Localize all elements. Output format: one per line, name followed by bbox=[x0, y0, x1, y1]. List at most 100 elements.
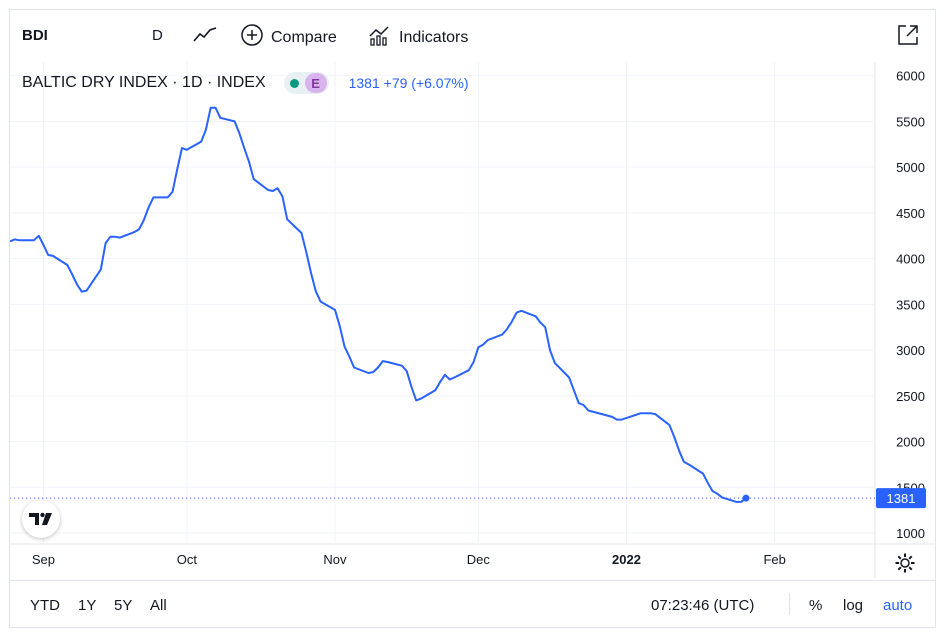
data-point bbox=[578, 402, 580, 404]
data-point bbox=[214, 107, 216, 109]
data-point bbox=[401, 365, 403, 367]
x-tick-label: Nov bbox=[323, 552, 347, 567]
interval-button[interactable]: D bbox=[152, 27, 163, 44]
data-point bbox=[147, 206, 149, 208]
compare-button[interactable]: Compare bbox=[240, 23, 337, 52]
data-point bbox=[14, 238, 16, 240]
data-point bbox=[382, 360, 384, 362]
series-title: BALTIC DRY INDEX · 1D · INDEX bbox=[22, 74, 266, 91]
last-price-label: 1381 bbox=[887, 491, 916, 506]
data-point bbox=[535, 315, 537, 317]
data-point bbox=[506, 328, 508, 330]
data-point bbox=[167, 196, 169, 198]
earnings-badge: E bbox=[304, 73, 327, 93]
data-point bbox=[248, 161, 250, 163]
data-point bbox=[114, 236, 116, 238]
data-point bbox=[449, 378, 451, 380]
clock-timezone[interactable]: 07:23:46 (UTC) bbox=[651, 597, 755, 614]
y-tick-label: 3500 bbox=[896, 297, 925, 312]
data-point bbox=[582, 404, 584, 406]
data-point bbox=[315, 290, 317, 292]
auto-scale-button[interactable]: auto bbox=[883, 597, 913, 614]
top-toolbar: BDI D Compare bbox=[10, 10, 935, 62]
percent-scale-button[interactable]: % bbox=[809, 597, 823, 614]
data-point bbox=[276, 187, 278, 189]
market-status[interactable]: E bbox=[283, 72, 329, 94]
range-all-button[interactable]: All bbox=[150, 597, 167, 614]
data-point bbox=[472, 361, 474, 363]
data-point bbox=[281, 195, 283, 197]
data-point bbox=[468, 369, 470, 371]
data-point bbox=[453, 376, 455, 378]
range-5y-button[interactable]: 5Y bbox=[114, 597, 133, 614]
data-point bbox=[272, 190, 274, 192]
data-point bbox=[683, 461, 685, 463]
compare-label: Compare bbox=[271, 28, 337, 46]
y-tick-label: 6000 bbox=[896, 69, 925, 84]
data-point bbox=[735, 501, 737, 503]
data-point bbox=[511, 321, 513, 323]
market-open-dot-icon bbox=[289, 78, 299, 88]
price-chart[interactable]: 1000150020002500300035004000450050005500… bbox=[10, 10, 935, 580]
data-point bbox=[253, 178, 255, 180]
data-point bbox=[339, 325, 341, 327]
data-point bbox=[420, 397, 422, 399]
data-point bbox=[654, 413, 656, 415]
data-point bbox=[568, 376, 570, 378]
data-point bbox=[238, 132, 240, 134]
data-point bbox=[687, 463, 689, 465]
y-tick-label: 1000 bbox=[896, 526, 925, 541]
x-tick-label: Dec bbox=[467, 552, 491, 567]
data-point bbox=[678, 450, 680, 452]
range-ytd-button[interactable]: YTD bbox=[30, 597, 60, 614]
data-point bbox=[343, 345, 345, 347]
data-point bbox=[477, 346, 479, 348]
indicators-label: Indicators bbox=[399, 28, 469, 46]
data-point bbox=[85, 290, 87, 292]
last-point-marker bbox=[742, 494, 750, 502]
data-point bbox=[334, 309, 336, 311]
data-point bbox=[415, 399, 417, 401]
x-tick-label: Oct bbox=[177, 552, 198, 567]
data-point bbox=[104, 242, 106, 244]
data-point bbox=[439, 381, 441, 383]
data-point bbox=[310, 272, 312, 274]
x-tick-label: Sep bbox=[32, 552, 55, 567]
data-point bbox=[444, 374, 446, 376]
y-tick-label: 5500 bbox=[896, 114, 925, 129]
settings-gear-icon[interactable] bbox=[894, 552, 916, 574]
data-point bbox=[649, 412, 651, 414]
data-point bbox=[138, 228, 140, 230]
log-scale-button[interactable]: log bbox=[843, 597, 864, 614]
y-tick-label: 2500 bbox=[896, 389, 925, 404]
data-point bbox=[487, 339, 489, 341]
data-point bbox=[668, 424, 670, 426]
chart-type-line-icon[interactable] bbox=[192, 24, 218, 46]
data-point bbox=[76, 283, 78, 285]
data-point bbox=[367, 372, 369, 374]
data-point bbox=[616, 418, 618, 420]
data-point bbox=[143, 219, 145, 221]
price-series-line[interactable] bbox=[10, 106, 747, 503]
data-point bbox=[66, 264, 68, 266]
y-tick-label: 5000 bbox=[896, 160, 925, 175]
tradingview-logo-icon[interactable] bbox=[22, 500, 60, 538]
range-1y-button[interactable]: 1Y bbox=[78, 597, 97, 614]
symbol-button[interactable]: BDI bbox=[22, 27, 48, 44]
data-point bbox=[372, 371, 374, 373]
y-tick-label: 2000 bbox=[896, 435, 925, 450]
data-point bbox=[243, 147, 245, 149]
data-point bbox=[186, 149, 188, 151]
bottom-toolbar: YTD 1Y 5Y All 07:23:46 (UTC) % log auto bbox=[10, 580, 935, 628]
data-point bbox=[406, 370, 408, 372]
indicators-button[interactable]: Indicators bbox=[368, 23, 468, 52]
data-point bbox=[119, 236, 121, 238]
popout-icon[interactable] bbox=[896, 23, 920, 47]
data-point bbox=[520, 310, 522, 312]
data-point bbox=[716, 493, 718, 495]
data-point bbox=[305, 251, 307, 253]
data-point bbox=[33, 239, 35, 241]
data-point bbox=[353, 366, 355, 368]
y-tick-label: 4000 bbox=[896, 252, 925, 267]
data-point bbox=[544, 326, 546, 328]
